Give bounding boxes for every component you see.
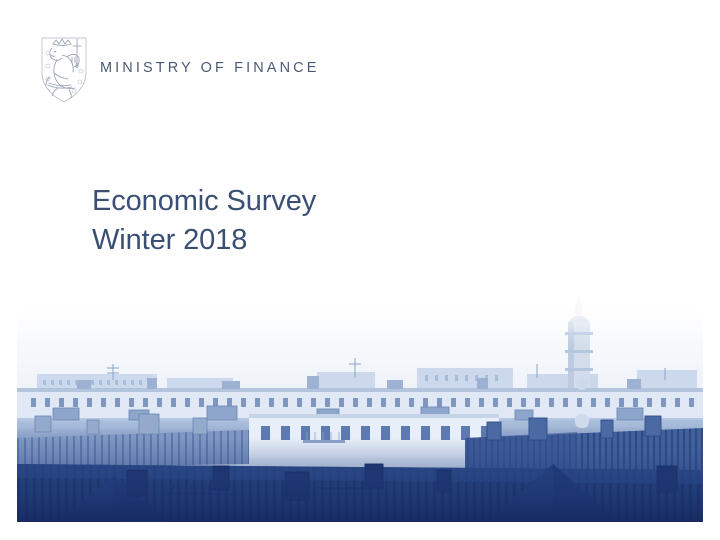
finnish-lion-coat-of-arms-icon	[36, 33, 92, 105]
cityscape-photo	[17, 288, 703, 522]
ministry-logo: MINISTRY OF FINANCE	[36, 33, 320, 105]
page-title: Economic Survey Winter 2018	[92, 182, 512, 260]
title-line-2: Winter 2018	[92, 224, 248, 256]
ministry-name-label: MINISTRY OF FINANCE	[100, 59, 320, 76]
title-line-1: Economic Survey	[92, 185, 317, 217]
